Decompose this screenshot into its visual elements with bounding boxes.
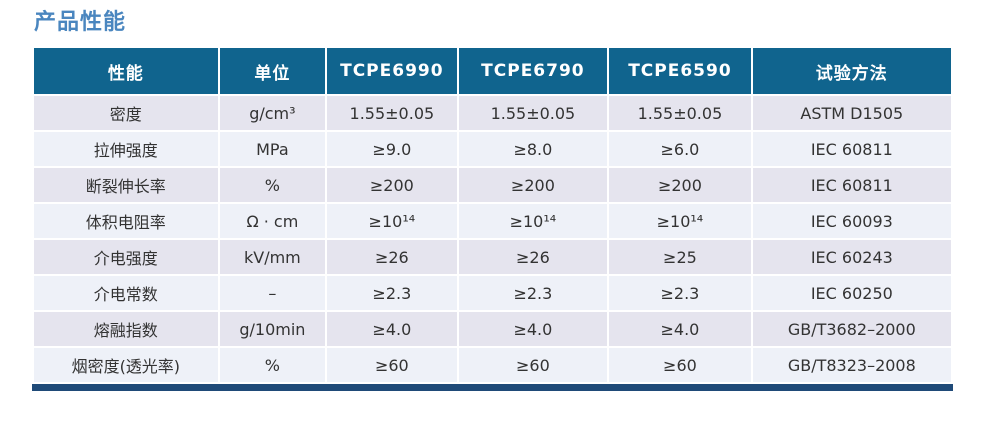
cell-unit: % — [217, 166, 328, 204]
cell-tcpe6990: 1.55±0.05 — [325, 94, 459, 132]
table-row-elongation-at-break: 断裂伸长率 % ≥200 ≥200 ≥200 IEC 60811 — [32, 166, 954, 204]
cell-tcpe6790: ≥10¹⁴ — [456, 202, 610, 240]
column-header-tcpe6790: TCPE6790 — [456, 46, 610, 96]
column-header-tcpe6590: TCPE6590 — [607, 46, 753, 96]
cell-property: 介电常数 — [32, 274, 220, 312]
spec-table-container: 性能 单位 TCPE6990 TCPE6790 TCPE6590 试验方法 密度… — [32, 46, 954, 391]
table-footer-bar — [32, 384, 953, 391]
table-row-dielectric-constant: 介电常数 – ≥2.3 ≥2.3 ≥2.3 IEC 60250 — [32, 274, 954, 312]
cell-tcpe6790: ≥200 — [456, 166, 610, 204]
cell-tcpe6990: ≥26 — [325, 238, 459, 276]
column-header-unit: 单位 — [217, 46, 328, 96]
column-header-test-method: 试验方法 — [750, 46, 954, 96]
column-header-property: 性能 — [32, 46, 220, 96]
cell-property: 拉伸强度 — [32, 130, 220, 168]
cell-tcpe6590: ≥2.3 — [607, 274, 753, 312]
table-row-melt-index: 熔融指数 g/10min ≥4.0 ≥4.0 ≥4.0 GB/T3682–200… — [32, 310, 954, 348]
cell-tcpe6790: ≥8.0 — [456, 130, 610, 168]
cell-tcpe6790: ≥60 — [456, 346, 610, 384]
cell-test-method: IEC 60243 — [750, 238, 954, 276]
cell-unit: g/cm³ — [217, 94, 328, 132]
table-row-volume-resistivity: 体积电阻率 Ω · cm ≥10¹⁴ ≥10¹⁴ ≥10¹⁴ IEC 60093 — [32, 202, 954, 240]
cell-tcpe6590: ≥6.0 — [607, 130, 753, 168]
cell-property: 烟密度(透光率) — [32, 346, 220, 384]
cell-tcpe6590: ≥25 — [607, 238, 753, 276]
cell-tcpe6590: ≥10¹⁴ — [607, 202, 753, 240]
cell-unit: Ω · cm — [217, 202, 328, 240]
cell-tcpe6590: 1.55±0.05 — [607, 94, 753, 132]
cell-unit: MPa — [217, 130, 328, 168]
cell-tcpe6790: ≥2.3 — [456, 274, 610, 312]
cell-test-method: GB/T8323–2008 — [750, 346, 954, 384]
cell-tcpe6590: ≥60 — [607, 346, 753, 384]
cell-unit: % — [217, 346, 328, 384]
table-row-tensile-strength: 拉伸强度 MPa ≥9.0 ≥8.0 ≥6.0 IEC 60811 — [32, 130, 954, 168]
cell-unit: kV/mm — [217, 238, 328, 276]
cell-test-method: IEC 60250 — [750, 274, 954, 312]
cell-property: 体积电阻率 — [32, 202, 220, 240]
spec-table: 性能 单位 TCPE6990 TCPE6790 TCPE6590 试验方法 密度… — [32, 46, 954, 384]
cell-tcpe6990: ≥4.0 — [325, 310, 459, 348]
cell-test-method: ASTM D1505 — [750, 94, 954, 132]
table-row-smoke-density: 烟密度(透光率) % ≥60 ≥60 ≥60 GB/T8323–2008 — [32, 346, 954, 384]
column-header-tcpe6990: TCPE6990 — [325, 46, 459, 96]
header-row: 性能 单位 TCPE6990 TCPE6790 TCPE6590 试验方法 — [32, 46, 954, 96]
cell-property: 密度 — [32, 94, 220, 132]
cell-unit: – — [217, 274, 328, 312]
cell-property: 介电强度 — [32, 238, 220, 276]
cell-tcpe6990: ≥200 — [325, 166, 459, 204]
cell-tcpe6790: ≥26 — [456, 238, 610, 276]
cell-tcpe6590: ≥200 — [607, 166, 753, 204]
cell-test-method: IEC 60811 — [750, 166, 954, 204]
table-row-dielectric-strength: 介电强度 kV/mm ≥26 ≥26 ≥25 IEC 60243 — [32, 238, 954, 276]
cell-tcpe6990: ≥9.0 — [325, 130, 459, 168]
cell-test-method: IEC 60093 — [750, 202, 954, 240]
cell-property: 熔融指数 — [32, 310, 220, 348]
cell-tcpe6990: ≥10¹⁴ — [325, 202, 459, 240]
cell-test-method: GB/T3682–2000 — [750, 310, 954, 348]
cell-tcpe6590: ≥4.0 — [607, 310, 753, 348]
page-title: 产品性能 — [34, 10, 127, 35]
cell-tcpe6990: ≥60 — [325, 346, 459, 384]
cell-property: 断裂伸长率 — [32, 166, 220, 204]
table-row-density: 密度 g/cm³ 1.55±0.05 1.55±0.05 1.55±0.05 A… — [32, 94, 954, 132]
cell-tcpe6990: ≥2.3 — [325, 274, 459, 312]
cell-unit: g/10min — [217, 310, 328, 348]
cell-test-method: IEC 60811 — [750, 130, 954, 168]
cell-tcpe6790: ≥4.0 — [456, 310, 610, 348]
cell-tcpe6790: 1.55±0.05 — [456, 94, 610, 132]
